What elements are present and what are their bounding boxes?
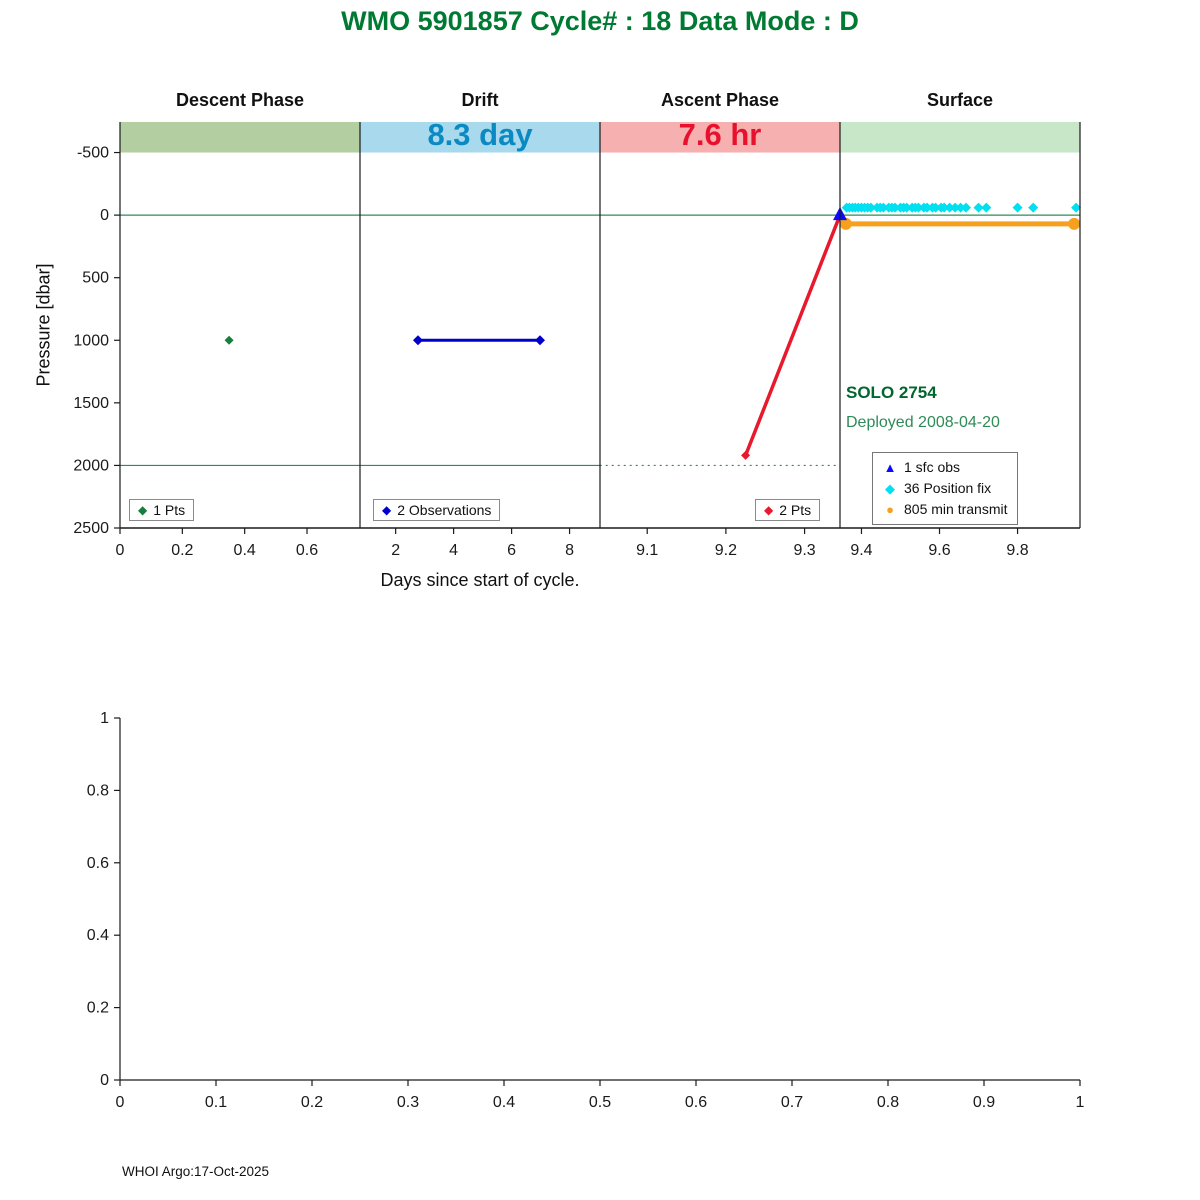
x-tick-label: 2 <box>391 542 400 559</box>
y-tick-label: 0 <box>100 207 109 224</box>
marker-diamond <box>961 202 972 213</box>
y-tick-label: 2000 <box>73 457 109 474</box>
float-name-annotation: SOLO 2754 <box>846 383 937 402</box>
marker-diamond <box>901 202 912 213</box>
marker-diamond <box>939 202 950 213</box>
marker-diamond <box>955 202 966 213</box>
legend-row-sfc-obs: ▲ 1 sfc obs <box>883 458 1007 477</box>
phase-band <box>120 122 360 153</box>
axes2-x-tick-label: 0.7 <box>781 1094 803 1111</box>
axes2-y-tick-label: 0.6 <box>87 855 109 872</box>
axes2-x-tick-label: 0.9 <box>973 1094 995 1111</box>
ascent-points-line <box>743 214 842 457</box>
y-tick-label: 2500 <box>73 520 109 537</box>
legend-label-transmit: 805 min transmit <box>904 501 1008 517</box>
x-tick-label: 9.4 <box>850 542 872 559</box>
x-tick-label: 8 <box>565 542 574 559</box>
marker-diamond <box>922 202 933 213</box>
axes2-x-tick-label: 1 <box>1076 1094 1085 1111</box>
marker-diamond <box>1071 202 1082 213</box>
legend-label-position-fix: 36 Position fix <box>904 480 992 496</box>
y-axis-label: Pressure [dbar] <box>33 263 54 387</box>
axes2-x-tick-label: 0.6 <box>685 1094 707 1111</box>
x-tick-label: 9.8 <box>1006 542 1028 559</box>
phase-header-ascent: Ascent Phase <box>660 90 780 110</box>
x-tick-label: 0 <box>116 542 125 559</box>
legend-row-transmit: ● 805 min transmit <box>883 500 1007 519</box>
marker-diamond <box>412 335 423 346</box>
axes2-x-tick-label: 0.5 <box>589 1094 611 1111</box>
x-tick-label: 0.6 <box>296 542 318 559</box>
y-tick-label: -500 <box>77 145 109 162</box>
marker-circle <box>839 217 852 230</box>
y-tick-label: 1500 <box>73 395 109 412</box>
axes2-y-tick-label: 0.2 <box>87 1000 109 1017</box>
legend-label-ascent: 2 Pts <box>779 502 812 518</box>
y-tick-label: 1000 <box>73 332 109 349</box>
x-tick-label: 9.3 <box>793 542 815 559</box>
x-tick-label: 6 <box>507 542 516 559</box>
x-tick-label: 0.4 <box>234 542 256 559</box>
legend-ascent: ◆ 2 Pts <box>755 499 821 521</box>
legend-label-drift: 2 Observations <box>397 502 492 518</box>
marker-diamond <box>1028 202 1039 213</box>
x-tick-label: 4 <box>449 542 458 559</box>
legend-label-sfc-obs: 1 sfc obs <box>904 459 961 475</box>
marker-diamond <box>878 202 889 213</box>
x-tick-label: 9.1 <box>636 542 658 559</box>
axes2-x-tick-label: 0.4 <box>493 1094 515 1111</box>
y-tick-label: 500 <box>82 270 109 287</box>
phase-band <box>360 122 600 153</box>
ascent-duration-label: 7.6 hr <box>678 117 762 152</box>
deployed-date-annotation: Deployed 2008-04-20 <box>846 414 1000 431</box>
axes2-x-tick-label: 0.3 <box>397 1094 419 1111</box>
x-tick-label: 0.2 <box>171 542 193 559</box>
axes2-x-tick-label: 0.2 <box>301 1094 323 1111</box>
marker-diamond <box>930 202 941 213</box>
axes2-x-tick-label: 0.1 <box>205 1094 227 1111</box>
phase-header-drift: Drift <box>461 90 499 110</box>
phase-band <box>840 122 1080 153</box>
diamond-icon: ◆ <box>138 503 148 517</box>
marker-diamond <box>1012 202 1023 213</box>
marker-circle <box>1068 217 1081 230</box>
axes2-x-tick-label: 0 <box>116 1094 125 1111</box>
x-axis-label: Days since start of cycle. <box>380 570 580 590</box>
phase-band <box>600 122 840 153</box>
legend-drift: ◆ 2 Observations <box>373 499 501 521</box>
diamond-icon: ◆ <box>885 481 895 496</box>
phase-header-descent: Descent Phase <box>175 90 305 110</box>
axes2-y-tick-label: 1 <box>100 710 109 727</box>
legend-descent: ◆ 1 Pts <box>129 499 195 521</box>
axes2-y-tick-label: 0.4 <box>87 927 109 944</box>
marker-diamond <box>224 335 234 345</box>
marker-diamond <box>741 450 751 460</box>
legend-row-position-fix: ◆ 36 Position fix <box>883 479 1007 498</box>
marker-diamond <box>973 202 984 213</box>
phase-header-surface: Surface <box>926 90 994 110</box>
axes2-x-tick-label: 0.8 <box>877 1094 899 1111</box>
axes2-y-tick-label: 0.8 <box>87 782 109 799</box>
legend-surface: ▲ 1 sfc obs ◆ 36 Position fix ● 805 min … <box>872 452 1019 525</box>
marker-diamond <box>535 335 545 346</box>
x-tick-label: 9.6 <box>928 542 950 559</box>
footer-text: WHOI Argo:17-Oct-2025 <box>122 1164 270 1179</box>
triangle-icon: ▲ <box>883 460 897 475</box>
marker-diamond <box>981 202 992 213</box>
legend-label-descent: 1 Pts <box>153 502 186 518</box>
drift-duration-label: 8.3 day <box>427 117 533 152</box>
marker-diamond <box>944 202 955 213</box>
page-title: WMO 5901857 Cycle# : 18 Data Mode : D <box>341 6 859 36</box>
marker-diamond <box>950 202 961 213</box>
marker-diamond <box>890 202 901 213</box>
x-tick-label: 9.2 <box>715 542 737 559</box>
diamond-icon: ◆ <box>382 503 392 517</box>
axes2-y-tick-label: 0 <box>100 1072 109 1089</box>
marker-diamond <box>865 202 876 213</box>
diamond-icon: ◆ <box>764 503 774 517</box>
marker-diamond <box>913 202 924 213</box>
circle-icon: ● <box>886 502 894 517</box>
